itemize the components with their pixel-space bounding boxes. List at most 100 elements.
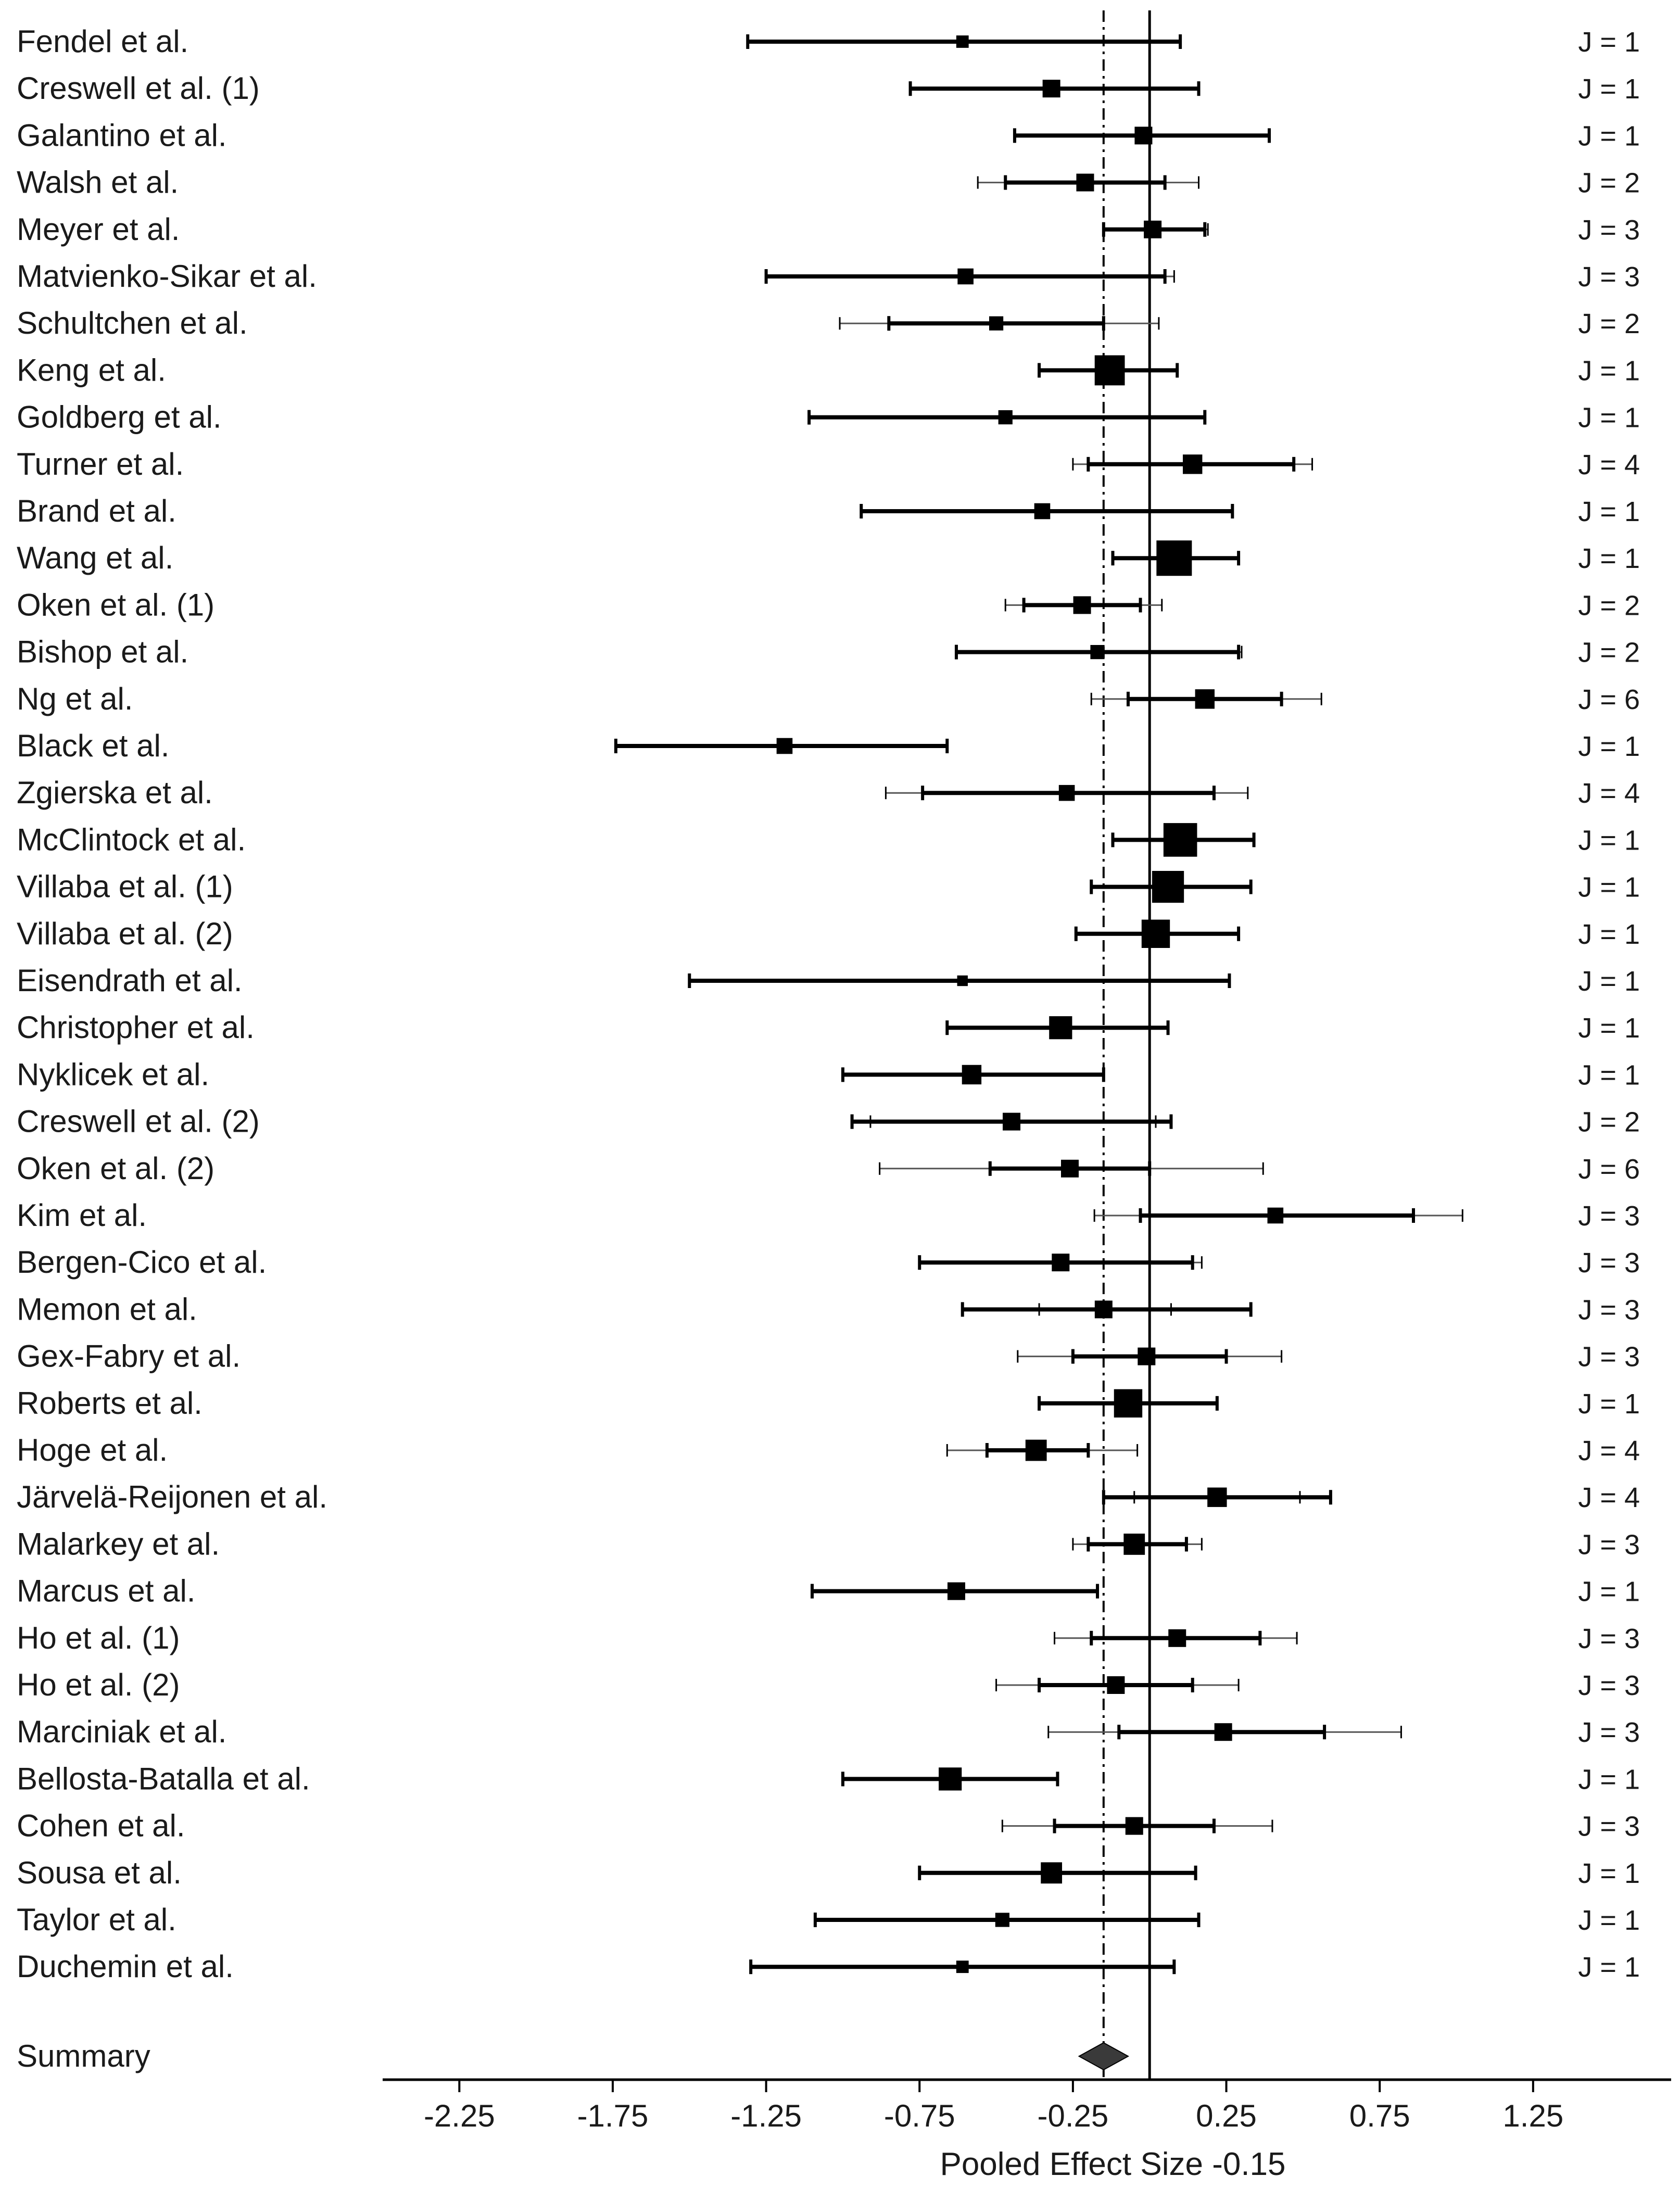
effect-box xyxy=(998,410,1013,425)
x-tick-label: 0.75 xyxy=(1349,2098,1410,2133)
effect-box xyxy=(1114,1389,1143,1418)
study-label: Gex-Fabry et al. xyxy=(17,1339,241,1374)
study-j-count: J = 1 xyxy=(1578,543,1640,574)
study-j-count: J = 3 xyxy=(1578,1811,1640,1842)
effect-box xyxy=(1094,355,1125,386)
study-label: Järvelä-Reijonen et al. xyxy=(17,1479,327,1514)
study-label: Creswell et al. (1) xyxy=(17,71,260,106)
study-row: Bishop et al. J = 2 xyxy=(17,635,1640,669)
x-tick-label: -0.75 xyxy=(884,2098,955,2133)
study-label: Creswell et al. (2) xyxy=(17,1104,260,1139)
effect-box xyxy=(776,738,793,754)
study-row: Sousa et al. J = 1 xyxy=(17,1855,1640,1890)
effect-box xyxy=(1107,1676,1125,1694)
effect-box xyxy=(1034,503,1051,520)
effect-box xyxy=(939,1767,962,1791)
study-row: Ho et al. (2) J = 3 xyxy=(17,1667,1640,1702)
study-label: Kim et al. xyxy=(17,1198,147,1233)
effect-box xyxy=(1025,1439,1047,1461)
effect-box xyxy=(1207,1487,1227,1507)
study-j-count: J = 3 xyxy=(1578,214,1640,246)
effect-box xyxy=(1267,1207,1284,1224)
effect-box xyxy=(995,1913,1009,1927)
summary-row: Summary xyxy=(17,2039,1130,2073)
effect-box xyxy=(1094,1300,1113,1319)
study-row: Duchemin et al. J = 1 xyxy=(17,1949,1640,1984)
study-row: Villaba et al. (1) J = 1 xyxy=(17,869,1640,904)
study-row: Black et al. J = 1 xyxy=(17,728,1640,763)
effect-box xyxy=(1138,1347,1156,1365)
study-row: Hoge et al. J = 4 xyxy=(17,1433,1640,1467)
effect-box xyxy=(1152,871,1184,903)
study-j-count: J = 1 xyxy=(1578,1905,1640,1936)
study-row: Ng et al. J = 6 xyxy=(17,681,1640,716)
study-label: Villaba et al. (1) xyxy=(17,869,233,904)
study-label: Cohen et al. xyxy=(17,1808,185,1843)
study-row: Goldberg et al. J = 1 xyxy=(17,400,1640,435)
study-label: Taylor et al. xyxy=(17,1902,176,1937)
study-j-count: J = 3 xyxy=(1578,1529,1640,1560)
study-row: Kim et al. J = 3 xyxy=(17,1198,1640,1233)
study-label: Roberts et al. xyxy=(17,1386,203,1421)
study-j-count: J = 1 xyxy=(1578,1858,1640,1889)
study-j-count: J = 2 xyxy=(1578,637,1640,668)
study-j-count: J = 3 xyxy=(1578,1247,1640,1279)
study-label: Duchemin et al. xyxy=(17,1949,234,1984)
study-label: Brand et al. xyxy=(17,494,176,528)
study-j-count: J = 1 xyxy=(1578,355,1640,386)
summary-label: Summary xyxy=(17,2039,150,2073)
effect-box xyxy=(1183,454,1203,474)
effect-box xyxy=(1061,1159,1079,1178)
study-row: Marciniak et al. J = 3 xyxy=(17,1714,1640,1749)
study-label: Bellosta-Batalla et al. xyxy=(17,1761,310,1796)
study-row: McClintock et al. J = 1 xyxy=(17,822,1640,857)
study-row: Creswell et al. (1) J = 1 xyxy=(17,71,1640,106)
study-label: Sousa et al. xyxy=(17,1855,182,1890)
effect-box xyxy=(1041,1862,1063,1884)
effect-box xyxy=(956,1960,969,1973)
study-j-count: J = 1 xyxy=(1578,1576,1640,1608)
x-tick-label: -1.25 xyxy=(730,2098,802,2133)
study-label: Matvienko-Sikar et al. xyxy=(17,259,317,294)
study-row: Nyklicek et al. J = 1 xyxy=(17,1057,1640,1092)
study-row: Creswell et al. (2) J = 2 xyxy=(17,1104,1640,1139)
effect-box xyxy=(1163,823,1197,857)
effect-box xyxy=(1144,220,1162,238)
effect-box xyxy=(1042,80,1060,98)
effect-box xyxy=(1195,689,1215,709)
study-j-count: J = 1 xyxy=(1578,1952,1640,1983)
effect-box xyxy=(1058,785,1075,801)
study-row: Matvienko-Sikar et al. J = 3 xyxy=(17,259,1640,294)
study-row: Marcus et al. J = 1 xyxy=(17,1574,1640,1609)
study-label: Eisendrath et al. xyxy=(17,963,243,998)
effect-box xyxy=(1168,1629,1186,1647)
study-j-count: J = 4 xyxy=(1578,1482,1640,1513)
effect-box xyxy=(989,316,1004,331)
study-j-count: J = 1 xyxy=(1578,402,1640,434)
effect-box xyxy=(1049,1016,1072,1040)
study-j-count: J = 2 xyxy=(1578,1107,1640,1138)
study-label: Memon et al. xyxy=(17,1292,197,1326)
study-row: Taylor et al. J = 1 xyxy=(17,1902,1640,1937)
study-row: Turner et al. J = 4 xyxy=(17,447,1640,482)
study-j-count: J = 4 xyxy=(1578,1435,1640,1466)
effect-box xyxy=(1125,1817,1143,1835)
study-j-count: J = 6 xyxy=(1578,684,1640,715)
study-label: Christopher et al. xyxy=(17,1010,255,1045)
study-label: Fendel et al. xyxy=(17,24,188,59)
study-j-count: J = 2 xyxy=(1578,308,1640,339)
study-row: Eisendrath et al. J = 1 xyxy=(17,963,1640,998)
study-j-count: J = 3 xyxy=(1578,1200,1640,1232)
study-row: Järvelä-Reijonen et al. J = 4 xyxy=(17,1479,1640,1514)
study-label: Black et al. xyxy=(17,728,169,763)
x-tick-label: -0.25 xyxy=(1038,2098,1109,2133)
study-j-count: J = 1 xyxy=(1578,27,1640,58)
study-row: Oken et al. (1) J = 2 xyxy=(17,587,1640,622)
summary-diamond xyxy=(1078,2042,1130,2071)
study-row: Schultchen et al. J = 2 xyxy=(17,306,1640,340)
study-row: Meyer et al. J = 3 xyxy=(17,212,1640,247)
study-row: Galantino et al. J = 1 xyxy=(17,118,1640,153)
study-label: Villaba et al. (2) xyxy=(17,916,233,951)
effect-box xyxy=(1076,173,1094,192)
study-j-count: J = 4 xyxy=(1578,449,1640,480)
